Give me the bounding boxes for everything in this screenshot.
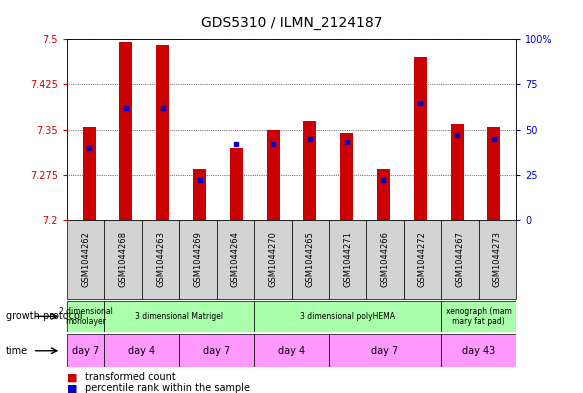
Text: day 7: day 7 [203, 346, 230, 356]
Text: GDS5310 / ILMN_2124187: GDS5310 / ILMN_2124187 [201, 16, 382, 30]
Bar [67, 301, 104, 332]
Text: day 43: day 43 [462, 346, 495, 356]
Text: 2 dimensional
monolayer: 2 dimensional monolayer [59, 307, 113, 326]
Text: GSM1044271: GSM1044271 [343, 231, 352, 287]
Bar [377, 169, 390, 220]
Bar [403, 220, 441, 299]
Bar [266, 130, 279, 220]
Bar [329, 220, 366, 299]
Text: time: time [6, 346, 28, 356]
Bar [179, 334, 254, 367]
Bar [254, 334, 329, 367]
Text: GSM1044268: GSM1044268 [119, 231, 128, 287]
Bar [441, 334, 516, 367]
Text: day 7: day 7 [72, 346, 99, 356]
Bar [451, 124, 463, 220]
Bar [67, 334, 104, 367]
Bar [83, 127, 96, 220]
Bar [254, 220, 292, 299]
Text: GSM1044264: GSM1044264 [231, 231, 240, 287]
Text: GSM1044266: GSM1044266 [381, 231, 389, 287]
Text: 3 dimensional polyHEMA: 3 dimensional polyHEMA [300, 312, 395, 321]
Text: GSM1044269: GSM1044269 [194, 231, 202, 287]
Bar [67, 220, 104, 299]
Bar [329, 334, 441, 367]
Text: day 4: day 4 [278, 346, 305, 356]
Text: GSM1044273: GSM1044273 [493, 231, 502, 287]
Bar [193, 169, 206, 220]
Bar [304, 121, 317, 220]
Text: GSM1044263: GSM1044263 [156, 231, 165, 287]
Bar [179, 220, 217, 299]
Text: GSM1044265: GSM1044265 [305, 231, 315, 287]
Text: ■: ■ [67, 383, 78, 393]
Bar [230, 148, 243, 220]
Bar [142, 220, 180, 299]
Bar [217, 220, 254, 299]
Bar [366, 220, 403, 299]
Bar [441, 301, 516, 332]
Bar [340, 133, 353, 220]
Bar [104, 301, 254, 332]
Text: GSM1044270: GSM1044270 [268, 231, 278, 287]
Bar [414, 57, 427, 220]
Text: ■: ■ [67, 372, 78, 382]
Text: 3 dimensional Matrigel: 3 dimensional Matrigel [135, 312, 223, 321]
Bar [292, 220, 329, 299]
Text: day 7: day 7 [371, 346, 399, 356]
Text: GSM1044267: GSM1044267 [455, 231, 464, 287]
Text: growth protocol: growth protocol [6, 311, 82, 321]
Bar [479, 220, 516, 299]
Bar [156, 45, 169, 220]
Text: xenograph (mam
mary fat pad): xenograph (mam mary fat pad) [445, 307, 511, 326]
Bar [254, 301, 441, 332]
Bar [487, 127, 500, 220]
Bar [441, 220, 479, 299]
Text: transformed count: transformed count [85, 372, 175, 382]
Text: day 4: day 4 [128, 346, 156, 356]
Text: percentile rank within the sample: percentile rank within the sample [85, 383, 250, 393]
Bar [120, 42, 132, 220]
Text: GSM1044272: GSM1044272 [418, 231, 427, 287]
Bar [104, 220, 142, 299]
Text: GSM1044262: GSM1044262 [81, 231, 90, 287]
Bar [104, 334, 179, 367]
